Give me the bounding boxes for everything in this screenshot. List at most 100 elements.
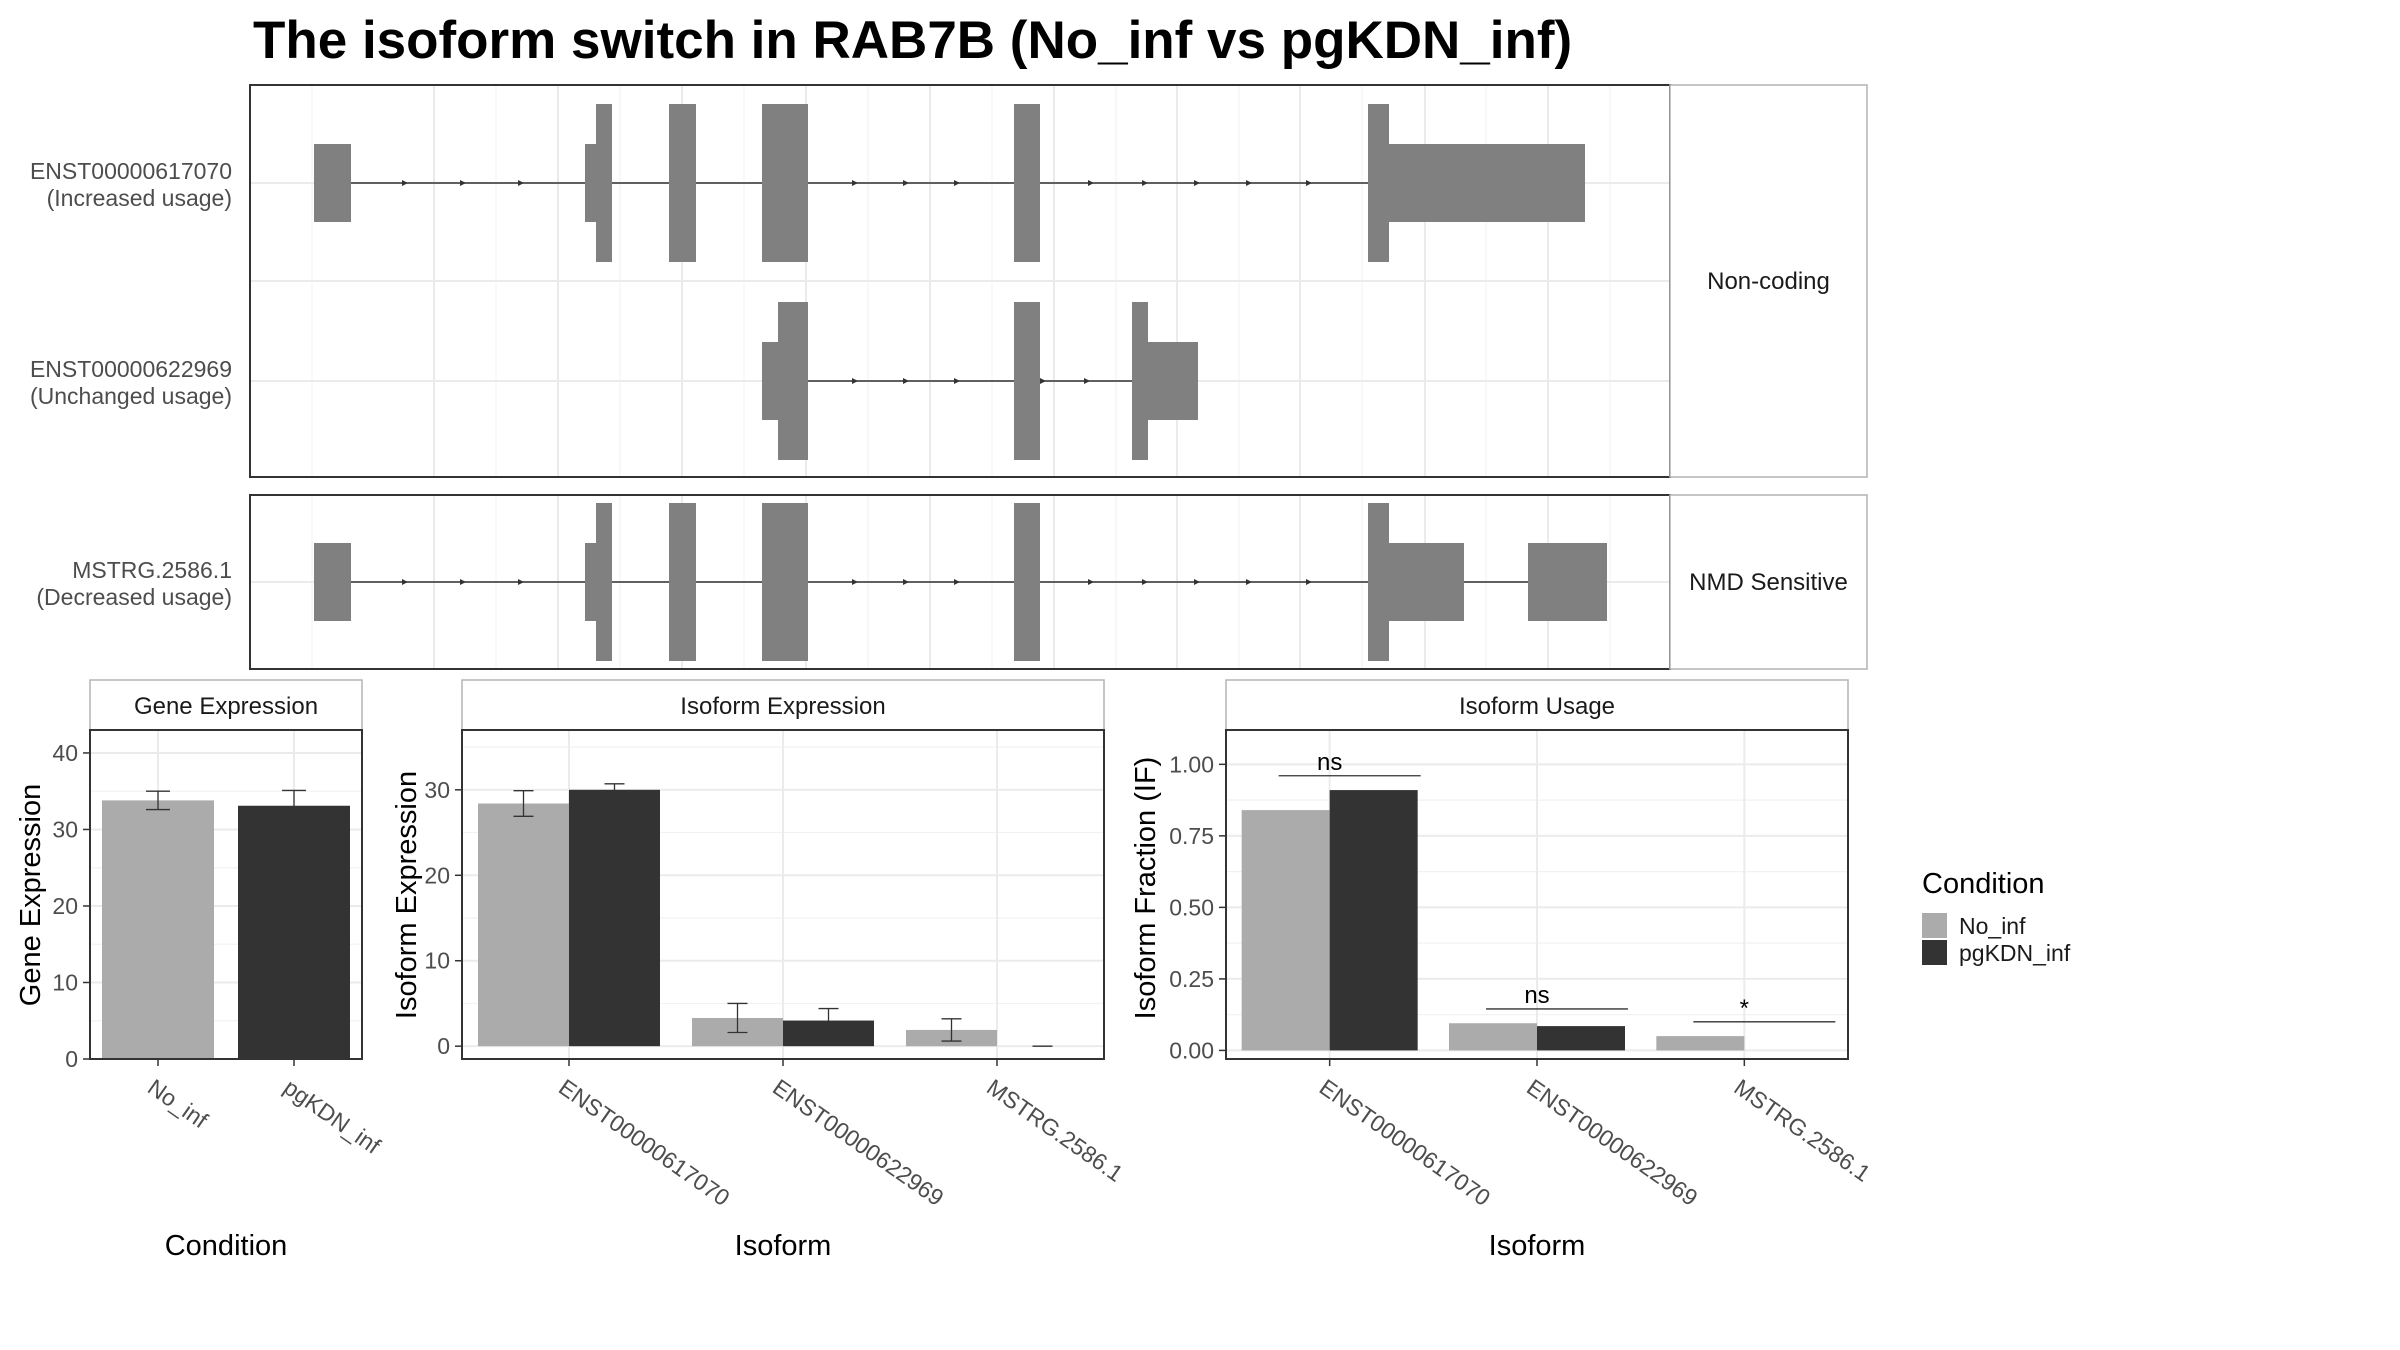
intron-direction-arrow-icon	[1142, 579, 1148, 585]
transcript-panel-1: MSTRG.2586.1(Decreased usage) NMD Sensiti…	[36, 494, 1868, 670]
intron-direction-arrow-icon	[1088, 579, 1094, 585]
intron-direction-arrow-icon	[1040, 378, 1046, 384]
y-axis-title: Gene Expression	[15, 784, 47, 1006]
y-tick-label: 20	[52, 893, 78, 919]
legend-item-label: pgKDN_inf	[1959, 940, 2071, 966]
significance-label: ns	[1524, 982, 1549, 1009]
y-tick-label: 30	[424, 777, 450, 803]
strip-box	[1669, 84, 1868, 478]
intron-direction-arrow-icon	[1306, 180, 1312, 186]
legend-swatch-pgkdn-inf	[1922, 940, 1947, 965]
y-tick-label: 10	[424, 948, 450, 974]
exon	[762, 503, 808, 661]
transcript-usage-label: (Increased usage)	[47, 185, 232, 211]
x-axis-title: Isoform	[735, 1230, 832, 1262]
bar-No_inf	[1656, 1036, 1745, 1051]
strip-label: Isoform Expression	[680, 693, 885, 720]
significance-label: ns	[1317, 749, 1342, 776]
exon	[1389, 144, 1585, 222]
bar-pgKDN_inf	[569, 789, 660, 1047]
intron-direction-arrow-icon	[903, 378, 909, 384]
intron-direction-arrow-icon	[903, 579, 909, 585]
bar-charts: Gene Expression 0 10 20 30 40 No_inf pgKDN_inf C…	[15, 679, 1875, 1262]
x-axis-title: Condition	[165, 1230, 288, 1262]
bar-No_inf	[478, 803, 569, 1047]
intron-direction-arrow-icon	[518, 180, 524, 186]
exon	[1014, 302, 1040, 460]
bar-pgKDN_inf	[1537, 1026, 1625, 1051]
panel-border	[89, 729, 363, 1060]
strip-box	[461, 679, 1105, 731]
intron-direction-arrow-icon	[1084, 378, 1090, 384]
exon	[762, 342, 778, 420]
y-tick-label: 10	[52, 969, 78, 995]
x-tick-label: No_inf	[143, 1074, 213, 1134]
transcript-id-label: ENST00000617070	[30, 158, 232, 184]
exon	[778, 302, 808, 460]
chart-2: Isoform Usage 0.00 0.25 0.50 0.75 1.00 ns ns * EN…	[1130, 679, 1875, 1262]
figure-title: The isoform switch in RAB7B (No_inf vs p…	[253, 11, 1572, 70]
exon	[1368, 503, 1389, 661]
strip-label: Gene Expression	[134, 693, 318, 720]
transcript-id-label: ENST00000622969	[30, 356, 232, 382]
strip-box	[89, 679, 363, 731]
intron-direction-arrow-icon	[852, 378, 858, 384]
intron-direction-arrow-icon	[954, 378, 960, 384]
strip-label: NMD Sensitive	[1689, 569, 1848, 596]
legend-item-label: No_inf	[1959, 913, 2026, 939]
y-axis-title: Isoform Expression	[391, 771, 423, 1019]
intron-direction-arrow-icon	[402, 180, 408, 186]
exon	[1528, 543, 1607, 621]
y-tick-label: 0.75	[1169, 823, 1214, 849]
y-tick-label: 0.25	[1169, 966, 1214, 992]
exon	[1014, 104, 1040, 262]
x-tick-label: MSTRG.2586.1	[982, 1074, 1128, 1187]
y-tick-label: 1.00	[1169, 751, 1214, 777]
intron-direction-arrow-icon	[1194, 579, 1200, 585]
intron-direction-arrow-icon	[852, 180, 858, 186]
legend-swatch-no-inf	[1922, 913, 1947, 938]
exon	[314, 144, 351, 222]
y-tick-label: 0.00	[1169, 1037, 1214, 1063]
legend-title: Condition	[1922, 868, 2045, 900]
strip-box	[1669, 494, 1868, 670]
x-tick-label: ENST00000622969	[1522, 1074, 1702, 1211]
y-tick-label: 20	[424, 862, 450, 888]
y-tick-label: 30	[52, 816, 78, 842]
intron-direction-arrow-icon	[1246, 579, 1252, 585]
x-tick-label: ENST00000617070	[1315, 1074, 1495, 1211]
x-axis-title: Isoform	[1489, 1230, 1586, 1262]
x-tick-label: pgKDN_inf	[279, 1074, 386, 1159]
exon	[1389, 543, 1464, 621]
y-tick-label: 0	[437, 1033, 450, 1059]
bar-pgKDN_inf	[238, 805, 350, 1059]
significance-label: *	[1740, 995, 1749, 1022]
strip-box	[1225, 679, 1849, 731]
transcript-ENST00000617070	[314, 104, 1585, 262]
intron-direction-arrow-icon	[1088, 180, 1094, 186]
intron-direction-arrow-icon	[460, 180, 466, 186]
bar-No_inf	[1241, 810, 1330, 1051]
transcript-ENST00000622969	[762, 302, 1198, 460]
intron-direction-arrow-icon	[1194, 180, 1200, 186]
exon	[669, 503, 696, 661]
intron-direction-arrow-icon	[954, 579, 960, 585]
y-axis-title: Isoform Fraction (IF)	[1130, 757, 1162, 1020]
transcript-id-label: MSTRG.2586.1	[72, 557, 232, 583]
intron-direction-arrow-icon	[1142, 180, 1148, 186]
exon	[669, 104, 696, 262]
exon	[585, 543, 596, 621]
exon	[585, 144, 596, 222]
exon	[596, 503, 612, 661]
intron-direction-arrow-icon	[954, 180, 960, 186]
chart-1: Isoform Expression 0 10 20 30 ENST00000617070…	[391, 679, 1128, 1262]
intron-direction-arrow-icon	[903, 180, 909, 186]
transcript-usage-label: (Unchanged usage)	[30, 383, 232, 409]
x-tick-label: MSTRG.2586.1	[1729, 1074, 1875, 1187]
transcript-MSTRG.2586.1	[314, 503, 1607, 661]
exon	[596, 104, 612, 262]
chart-0: Gene Expression 0 10 20 30 40 No_inf pgKDN_inf C…	[15, 679, 386, 1262]
y-tick-label: 0	[65, 1046, 78, 1072]
intron-direction-arrow-icon	[852, 579, 858, 585]
